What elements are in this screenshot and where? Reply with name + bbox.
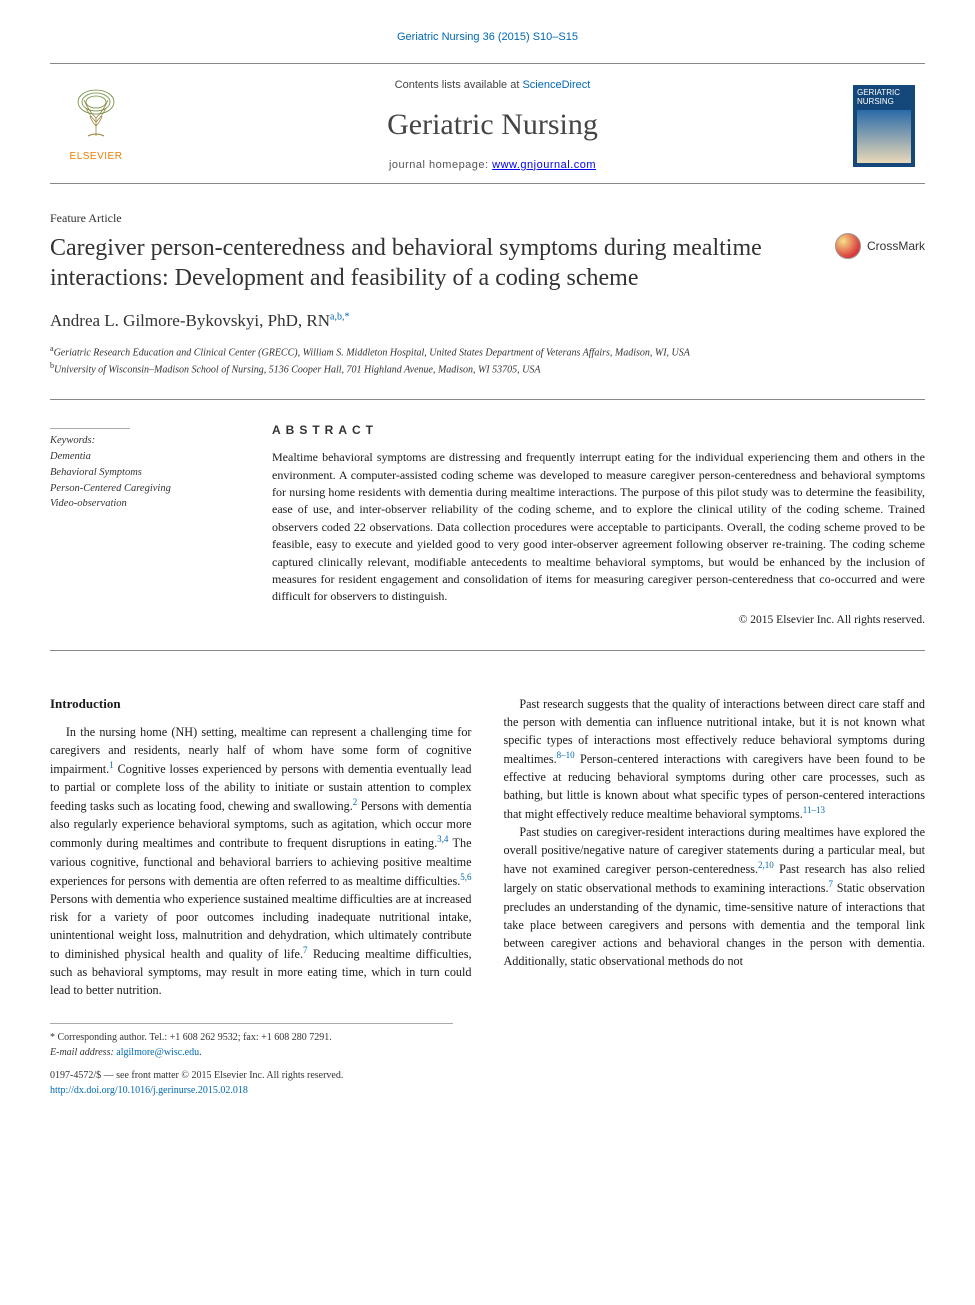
section-heading-introduction: Introduction <box>50 695 472 713</box>
author-line: Andrea L. Gilmore-Bykovskyi, PhD, RNa,b,… <box>50 309 925 333</box>
article-title: Caregiver person-centeredness and behavi… <box>50 233 815 293</box>
masthead: ELSEVIER Contents lists available at Sci… <box>50 63 925 184</box>
crossmark-icon <box>835 233 861 259</box>
elsevier-tree-icon <box>68 88 124 146</box>
publisher-logo: ELSEVIER <box>60 83 132 169</box>
abstract-text: Mealtime behavioral symptoms are distres… <box>272 449 925 606</box>
contents-available-line: Contents lists available at ScienceDirec… <box>150 78 835 93</box>
crossmark-widget[interactable]: CrossMark <box>835 233 925 259</box>
p2b: Person-centered interactions with caregi… <box>504 752 926 821</box>
ref-11-13[interactable]: 11–13 <box>803 805 825 815</box>
masthead-center: Contents lists available at ScienceDirec… <box>150 78 835 173</box>
footnotes: * Corresponding author. Tel.: +1 608 262… <box>50 1023 453 1060</box>
keywords-column: Keywords: Dementia Behavioral Symptoms P… <box>50 422 236 627</box>
journal-homepage-line: journal homepage: www.gnjournal.com <box>150 158 835 173</box>
homepage-label: journal homepage: <box>389 159 492 171</box>
ref-8-10[interactable]: 8–10 <box>557 750 575 760</box>
abstract-copyright: © 2015 Elsevier Inc. All rights reserved… <box>272 612 925 628</box>
divider-rule-2 <box>50 650 925 651</box>
keyword-3: Person-Centered Caregiving <box>50 481 236 497</box>
keyword-2: Behavioral Symptoms <box>50 465 236 481</box>
author-affil-sup: a,b,* <box>330 311 349 322</box>
keyword-4: Video-observation <box>50 496 236 512</box>
body-paragraph-2: Past research suggests that the quality … <box>504 695 926 823</box>
journal-cover-thumbnail: GERIATRIC NURSING <box>853 85 915 167</box>
body-columns: Introduction In the nursing home (NH) se… <box>50 695 925 999</box>
crossmark-label: CrossMark <box>867 238 925 255</box>
email-label: E-mail address: <box>50 1047 114 1058</box>
keywords-heading: Keywords: <box>50 433 236 449</box>
p1f: life. <box>284 947 303 961</box>
corresponding-author-note: * Corresponding author. Tel.: +1 608 262… <box>50 1030 453 1045</box>
keywords-rule-top <box>50 428 130 429</box>
article-type: Feature Article <box>50 210 925 227</box>
divider-rule <box>50 399 925 400</box>
front-matter-line: 0197-4572/$ — see front matter © 2015 El… <box>50 1068 925 1083</box>
body-paragraph-3: Past studies on caregiver-resident inter… <box>504 823 926 970</box>
ref-5-6[interactable]: 5,6 <box>460 872 471 882</box>
homepage-link[interactable]: www.gnjournal.com <box>492 159 596 171</box>
publisher-name: ELSEVIER <box>70 150 123 164</box>
abstract-block: Keywords: Dementia Behavioral Symptoms P… <box>50 422 925 627</box>
abstract-heading: ABSTRACT <box>272 422 925 439</box>
keyword-1: Dementia <box>50 449 236 465</box>
abstract-column: ABSTRACT Mealtime behavioral symptoms ar… <box>272 422 925 627</box>
affil-text-b: University of Wisconsin–Madison School o… <box>54 364 540 375</box>
email-line: E-mail address: algilmore@wisc.edu. <box>50 1045 453 1060</box>
doi-link[interactable]: http://dx.doi.org/10.1016/j.gerinurse.20… <box>50 1085 248 1096</box>
cover-title: GERIATRIC NURSING <box>857 89 911 107</box>
ref-2-10[interactable]: 2,10 <box>758 860 774 870</box>
running-head: Geriatric Nursing 36 (2015) S10–S15 <box>50 30 925 45</box>
body-paragraph-1: In the nursing home (NH) setting, mealti… <box>50 723 472 999</box>
affil-text-a: Geriatric Research Education and Clinica… <box>54 347 690 358</box>
doi-block: 0197-4572/$ — see front matter © 2015 El… <box>50 1068 925 1098</box>
author-name: Andrea L. Gilmore-Bykovskyi, PhD, RN <box>50 311 330 330</box>
affiliation-b: bUniversity of Wisconsin–Madison School … <box>50 360 925 377</box>
cover-art <box>857 110 911 162</box>
ref-3-4[interactable]: 3,4 <box>437 834 448 844</box>
contents-prefix: Contents lists available at <box>395 79 523 91</box>
author-email-link[interactable]: algilmore@wisc.edu <box>116 1047 199 1058</box>
affiliation-a: aGeriatric Research Education and Clinic… <box>50 343 925 360</box>
page: Geriatric Nursing 36 (2015) S10–S15 ELSE… <box>0 0 975 1138</box>
affiliations: aGeriatric Research Education and Clinic… <box>50 343 925 378</box>
title-row: Caregiver person-centeredness and behavi… <box>50 233 925 293</box>
sciencedirect-link[interactable]: ScienceDirect <box>522 79 590 91</box>
journal-name: Geriatric Nursing <box>150 104 835 146</box>
